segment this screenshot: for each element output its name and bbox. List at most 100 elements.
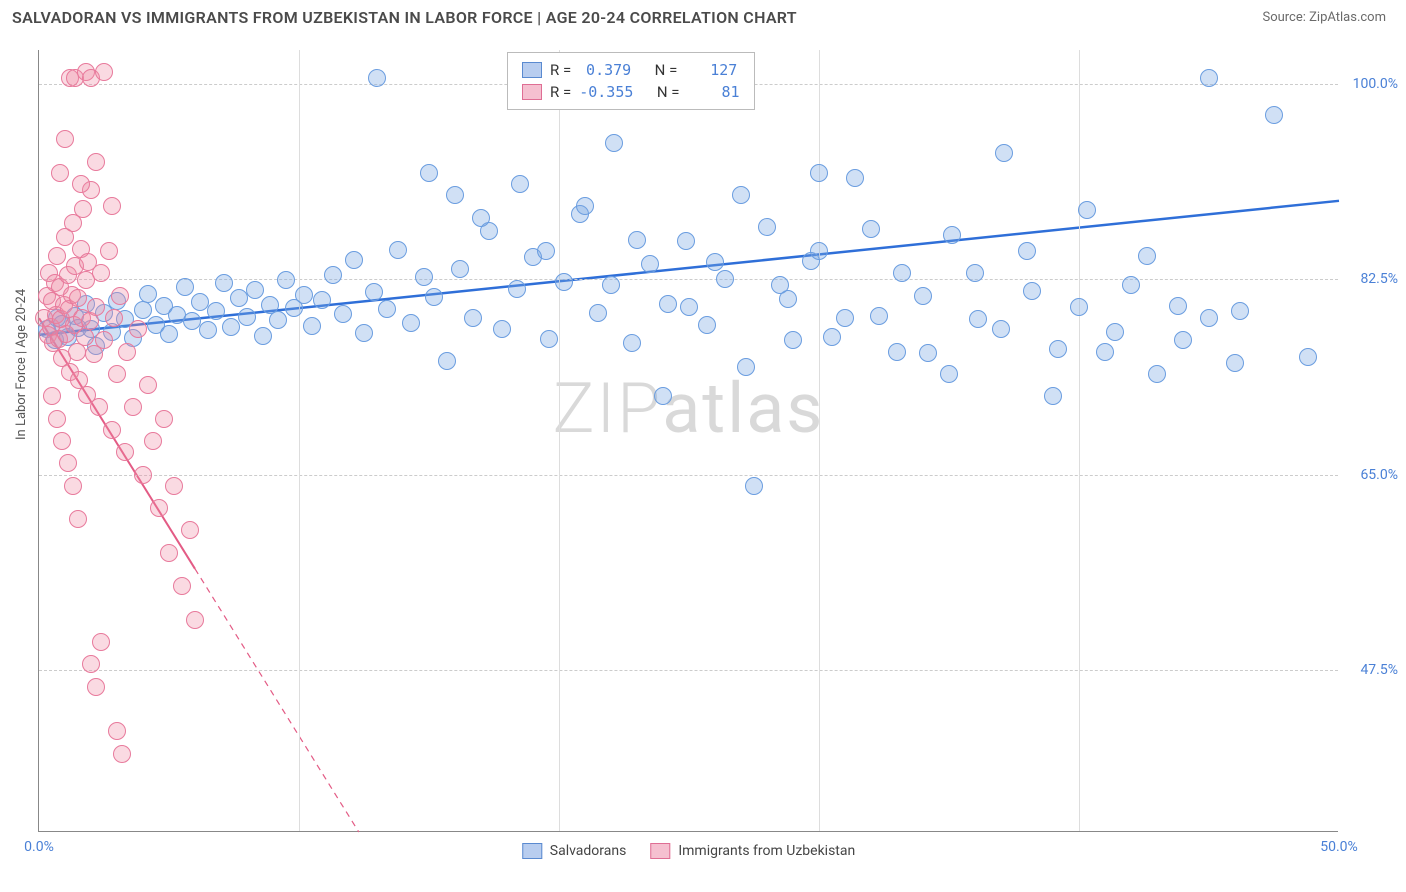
scatter-point: [139, 376, 157, 394]
gridline-v: [1079, 50, 1080, 831]
scatter-point: [53, 432, 71, 450]
scatter-point: [940, 365, 958, 383]
scatter-point: [103, 197, 121, 215]
scatter-point: [1226, 354, 1244, 372]
legend-label: Immigrants from Uzbekistan: [678, 843, 855, 859]
scatter-point: [677, 232, 695, 250]
scatter-point: [698, 316, 716, 334]
x-tick-label: 50.0%: [1320, 839, 1358, 855]
scatter-point: [43, 387, 61, 405]
scatter-point: [1018, 242, 1036, 260]
scatter-point: [181, 521, 199, 539]
scatter-point: [378, 300, 396, 318]
scatter-point: [69, 289, 87, 307]
scatter-point: [269, 311, 287, 329]
y-axis-label: In Labor Force | Age 20-24: [14, 289, 29, 440]
scatter-point: [654, 387, 672, 405]
scatter-point: [758, 218, 776, 236]
scatter-point: [345, 251, 363, 269]
legend-swatch: [522, 84, 542, 100]
scatter-point: [48, 410, 66, 428]
scatter-point: [186, 611, 204, 629]
scatter-point: [810, 242, 828, 260]
scatter-point: [324, 266, 342, 284]
scatter-point: [246, 281, 264, 299]
scatter-point: [943, 226, 961, 244]
scatter-point: [92, 633, 110, 651]
scatter-point: [129, 320, 147, 338]
scatter-point: [215, 274, 233, 292]
scatter-point: [540, 330, 558, 348]
scatter-point: [1070, 298, 1088, 316]
scatter-point: [893, 264, 911, 282]
scatter-point: [139, 285, 157, 303]
scatter-point: [605, 134, 623, 152]
scatter-point: [823, 328, 841, 346]
scatter-point: [92, 264, 110, 282]
y-tick-label: 47.5%: [1343, 662, 1398, 678]
scatter-point: [118, 343, 136, 361]
scatter-point: [48, 247, 66, 265]
scatter-point: [1044, 387, 1062, 405]
scatter-point: [69, 510, 87, 528]
scatter-point: [846, 169, 864, 187]
scatter-point: [1200, 309, 1218, 327]
series-legend: Salvadorans Immigrants from Uzbekistan: [522, 843, 855, 859]
scatter-point: [641, 255, 659, 273]
legend-swatch: [650, 843, 670, 859]
scatter-point: [628, 231, 646, 249]
scatter-point: [602, 276, 620, 294]
correlation-legend: R =0.379 N =127R =-0.355 N =81: [507, 52, 755, 110]
scatter-point: [784, 331, 802, 349]
scatter-point: [303, 317, 321, 335]
scatter-point: [111, 287, 129, 305]
chart-header: SALVADORAN VS IMMIGRANTS FROM UZBEKISTAN…: [0, 0, 1406, 31]
scatter-point: [105, 309, 123, 327]
scatter-point: [493, 320, 511, 338]
scatter-point: [238, 308, 256, 326]
scatter-point: [87, 678, 105, 696]
scatter-point: [254, 327, 272, 345]
scatter-point: [1049, 340, 1067, 358]
scatter-point: [87, 153, 105, 171]
scatter-point: [919, 344, 937, 362]
scatter-point: [555, 273, 573, 291]
scatter-point: [1106, 323, 1124, 341]
gridline-h: [39, 670, 1338, 671]
scatter-point: [771, 276, 789, 294]
scatter-point: [165, 477, 183, 495]
scatter-point: [199, 321, 217, 339]
scatter-point: [295, 286, 313, 304]
scatter-point: [82, 655, 100, 673]
scatter-point: [1299, 348, 1317, 366]
scatter-point: [51, 164, 69, 182]
scatter-point: [1200, 69, 1218, 87]
scatter-point: [1138, 247, 1156, 265]
scatter-point: [95, 331, 113, 349]
scatter-point: [737, 358, 755, 376]
scatter-point: [680, 298, 698, 316]
scatter-point: [1023, 282, 1041, 300]
scatter-point: [134, 466, 152, 484]
scatter-point: [914, 287, 932, 305]
scatter-point: [56, 130, 74, 148]
scatter-point: [995, 144, 1013, 162]
scatter-point: [222, 318, 240, 336]
legend-item: Salvadorans: [522, 843, 627, 859]
scatter-point: [368, 69, 386, 87]
scatter-point: [134, 301, 152, 319]
gridline-v: [299, 50, 300, 831]
scatter-point: [59, 454, 77, 472]
scatter-point: [1096, 343, 1114, 361]
scatter-point: [160, 544, 178, 562]
gridline-h: [39, 475, 1338, 476]
scatter-point: [365, 283, 383, 301]
scatter-point: [160, 325, 178, 343]
scatter-point: [277, 271, 295, 289]
y-tick-label: 82.5%: [1343, 271, 1398, 287]
scatter-point: [76, 328, 94, 346]
legend-row: R =-0.355 N =81: [522, 81, 740, 103]
scatter-point: [113, 745, 131, 763]
scatter-point: [623, 334, 641, 352]
scatter-point: [589, 304, 607, 322]
